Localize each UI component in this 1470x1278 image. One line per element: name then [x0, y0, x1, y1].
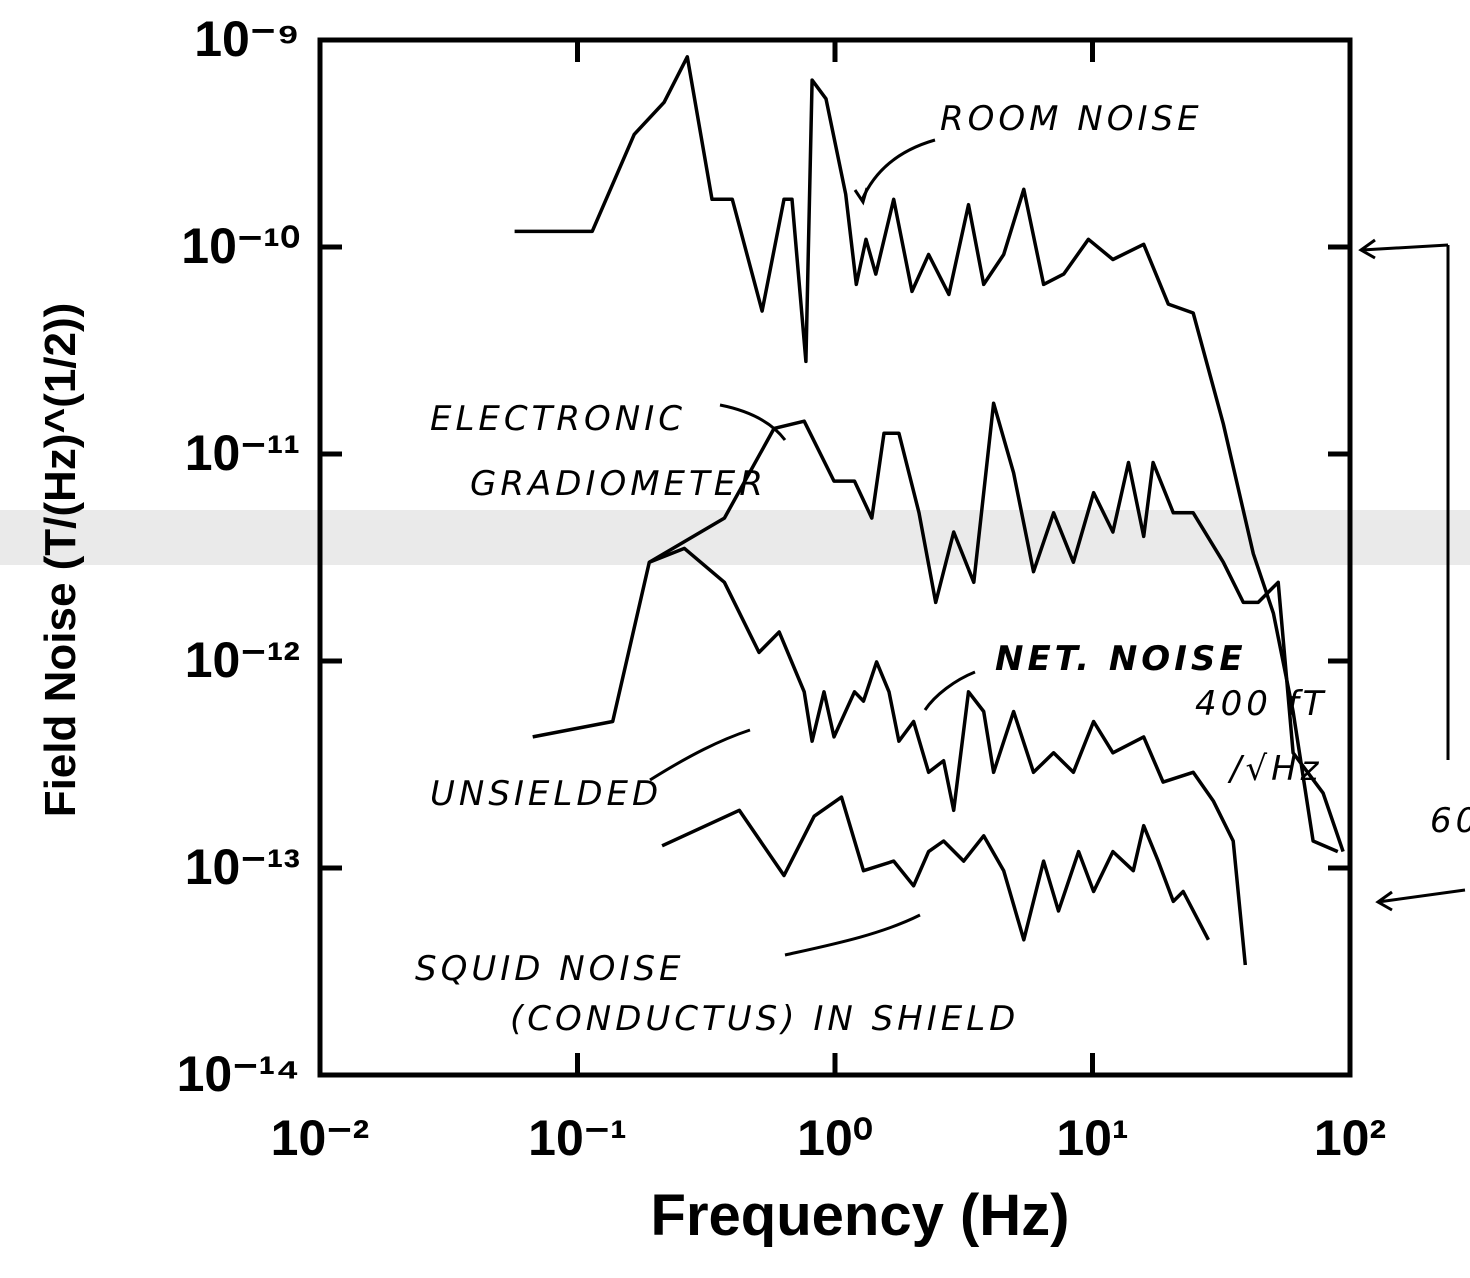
arrow [784, 913, 921, 957]
annotation: NET. NOISE [995, 639, 1247, 679]
annotation-arrows [649, 138, 1466, 957]
arrow [719, 403, 787, 441]
series-line [648, 401, 1345, 853]
annotation: 60 [1430, 801, 1470, 841]
y-axis-label: Field Noise (T/(Hz)^(1/2)) [36, 303, 85, 818]
annotation: /√Hz [1227, 749, 1323, 789]
x-tick-label: 10² [1314, 1110, 1386, 1166]
x-tick-label: 10⁻¹ [528, 1110, 627, 1166]
y-tick-label: 10⁻¹⁴ [177, 1046, 300, 1102]
arrow [923, 670, 976, 711]
x-tick-label: 10⁻² [271, 1110, 370, 1166]
y-tick-label: 10⁻¹³ [185, 839, 300, 895]
series-line [532, 546, 1248, 966]
arrow [649, 728, 751, 782]
scan-noise-band [0, 510, 1470, 565]
x-axis-label: Frequency (Hz) [651, 1183, 1070, 1248]
bracket-arrow [1375, 888, 1466, 912]
series-line [661, 795, 1210, 942]
annotation: SQUID NOISE [415, 949, 685, 989]
annotation: 400 fT [1195, 684, 1327, 724]
bracket-arrow [1358, 238, 1450, 760]
annotation: GRADIOMETER [470, 464, 767, 504]
y-tick-label: 10⁻⁹ [194, 11, 300, 67]
x-tick-label: 10¹ [1056, 1110, 1128, 1166]
annotation: ROOM NOISE [940, 99, 1203, 139]
arrow [860, 138, 936, 201]
x-tick-label: 10⁰ [797, 1110, 873, 1166]
y-tick-label: 10⁻¹² [185, 632, 300, 688]
y-tick-label: 10⁻¹⁰ [181, 218, 300, 274]
annotation: (CONDUCTUS) IN SHIELD [510, 999, 1019, 1039]
series-line [514, 55, 1339, 854]
annotation: UNSIELDED [430, 774, 662, 814]
annotation: ELECTRONIC [430, 399, 686, 439]
y-tick-label: 10⁻¹¹ [185, 425, 300, 481]
arrow-head [853, 187, 869, 206]
